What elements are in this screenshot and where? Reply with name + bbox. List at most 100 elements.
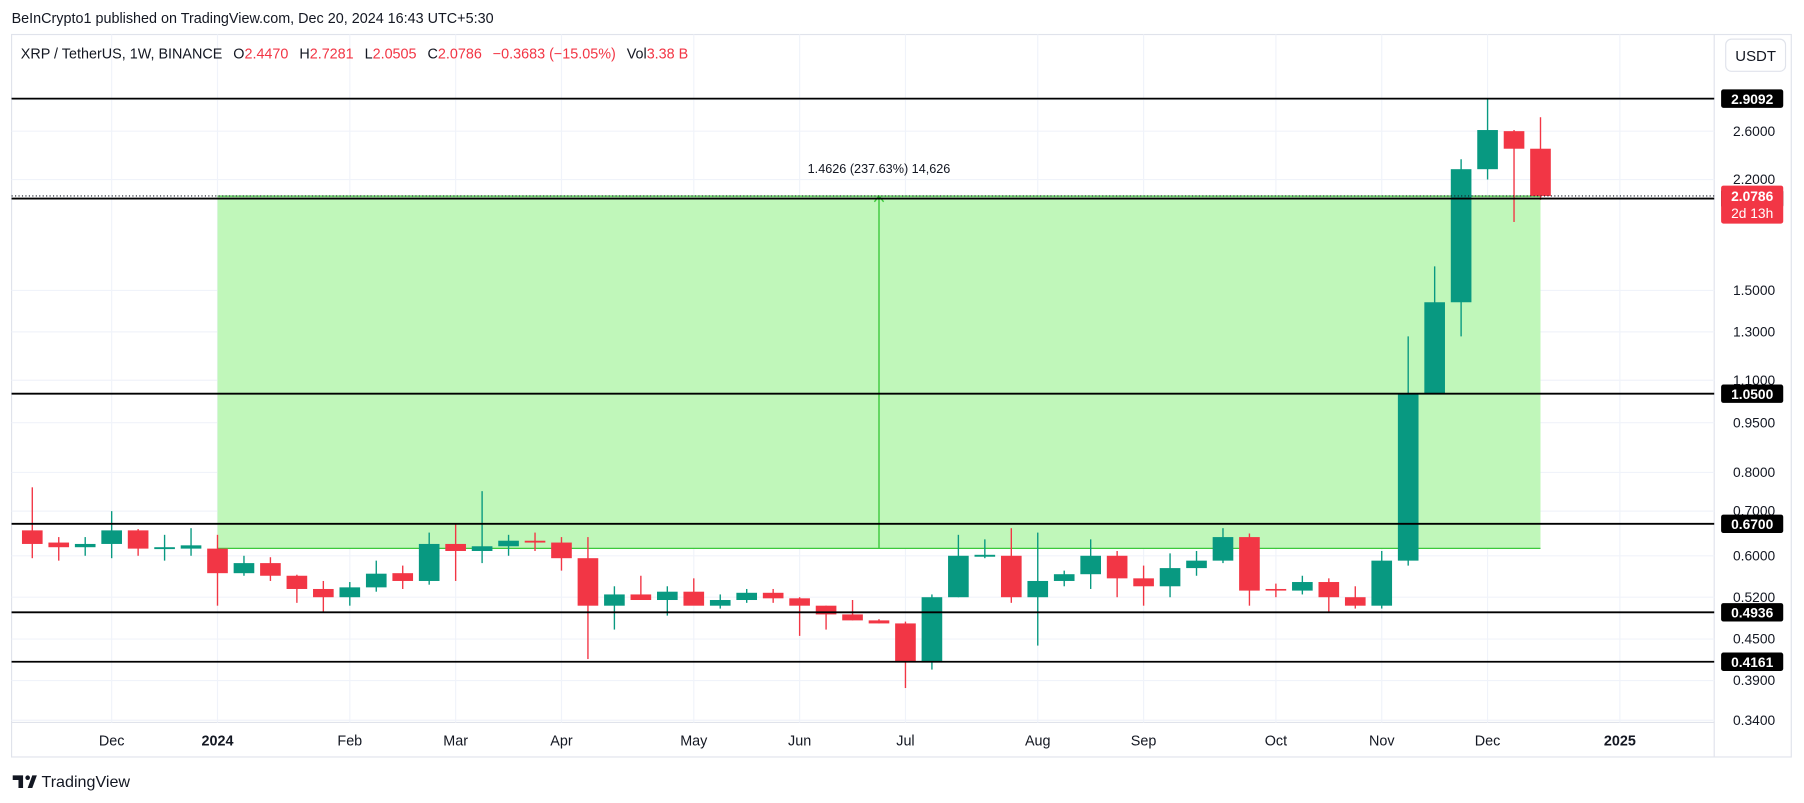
candle-body — [1450, 169, 1472, 303]
candle — [101, 511, 122, 559]
candle — [736, 588, 758, 603]
candle — [74, 537, 96, 556]
candle-body — [127, 530, 149, 549]
candle — [471, 491, 493, 564]
candle-body — [842, 614, 863, 621]
candle-body — [789, 598, 810, 606]
y-tick-label: 0.8000 — [1733, 465, 1776, 480]
candle — [683, 578, 705, 606]
x-tick-label: Nov — [1369, 733, 1395, 749]
candle-body — [683, 591, 705, 606]
x-tick-label: Oct — [1265, 733, 1287, 749]
candle-body — [736, 592, 758, 601]
candle-body — [418, 543, 440, 581]
y-tick-label: 2.6000 — [1733, 124, 1776, 139]
candle-body — [921, 597, 943, 663]
legend-key: C — [427, 47, 437, 63]
footer-brand: TradingView — [41, 773, 130, 791]
candle — [1318, 578, 1340, 612]
currency-button[interactable] — [1725, 38, 1787, 72]
price-tag — [1721, 185, 1784, 224]
candle — [551, 537, 572, 571]
candle — [815, 605, 837, 630]
y-tick-label: 1.1000 — [1733, 373, 1776, 388]
candle — [48, 537, 70, 561]
candle — [1000, 528, 1022, 603]
x-tick-label: Dec — [1475, 733, 1501, 749]
candle — [1344, 586, 1366, 609]
candle — [313, 580, 334, 612]
candle-body — [1292, 582, 1313, 591]
candle — [1186, 550, 1207, 576]
candle-body — [1371, 560, 1393, 606]
candle-body — [101, 530, 122, 544]
candle-body — [657, 591, 678, 601]
candle — [1265, 583, 1287, 598]
level-label: 2.9092 — [1731, 92, 1774, 107]
level-label: 0.6700 — [1731, 517, 1774, 532]
footer-logo — [12, 775, 37, 789]
candle — [1477, 98, 1498, 180]
currency-label[interactable]: USDT — [1735, 48, 1776, 65]
legend-symbol: XRP / TetherUS, 1W, BINANCE — [21, 47, 223, 63]
candle-body — [1530, 148, 1551, 196]
candle — [789, 597, 810, 636]
legend-key: Vol — [627, 47, 647, 63]
candle — [1212, 528, 1234, 564]
x-tick-label: 2024 — [202, 733, 234, 749]
legend-key: H — [299, 47, 309, 63]
candle — [921, 594, 943, 670]
candle-body — [630, 594, 652, 601]
y-tick-label: 0.3900 — [1733, 673, 1776, 688]
chart-frame — [10, 33, 1792, 758]
candle-body — [1239, 537, 1260, 591]
candle — [895, 621, 916, 689]
candle — [1530, 117, 1551, 200]
logo-shape — [12, 775, 24, 789]
candle-body — [1053, 574, 1075, 581]
candle — [127, 529, 149, 556]
candle-body — [1477, 130, 1498, 170]
level-tag — [1721, 652, 1784, 671]
candles — [21, 98, 1551, 689]
countdown-label: 2d 13h — [1731, 206, 1773, 221]
x-tick-label: Apr — [550, 733, 573, 749]
candle — [1080, 539, 1101, 589]
candle-body — [1424, 302, 1445, 394]
candle — [762, 588, 784, 603]
publish-info: BeInCrypto1 published on TradingView.com… — [12, 11, 494, 27]
candle-body — [524, 540, 546, 543]
candle-body — [604, 594, 625, 606]
candle-body — [895, 623, 916, 663]
candle — [1450, 159, 1472, 337]
candle — [1133, 565, 1154, 606]
candle-body — [233, 563, 255, 574]
candle — [604, 586, 625, 630]
candle-body — [260, 563, 281, 576]
measure-label: 1.4626 (237.63%) 14,626 — [808, 162, 951, 176]
candle — [868, 619, 890, 624]
level-label: 1.0500 — [1731, 387, 1774, 402]
candle-body — [1318, 582, 1340, 598]
y-tick-label: 1.3000 — [1733, 324, 1776, 339]
legend-value: 2.4470 — [244, 47, 288, 63]
level-label: 0.4936 — [1731, 605, 1774, 620]
candle-body — [21, 530, 43, 544]
candle-body — [471, 546, 493, 551]
y-tick-label: 1.5000 — [1733, 283, 1776, 298]
candle — [1106, 550, 1128, 598]
level-label: 0.4161 — [1731, 655, 1774, 670]
x-tick-label: 2025 — [1604, 733, 1636, 749]
candle-body — [577, 558, 599, 606]
candle — [154, 534, 175, 561]
x-tick-label: May — [680, 733, 708, 749]
candle-body — [1186, 560, 1207, 569]
y-tick-label: 0.4500 — [1733, 632, 1776, 647]
candle-body — [948, 555, 969, 598]
candle-body — [48, 542, 70, 548]
candle — [180, 528, 202, 556]
y-tick-label: 0.3400 — [1733, 713, 1776, 728]
candle-body — [286, 575, 308, 589]
